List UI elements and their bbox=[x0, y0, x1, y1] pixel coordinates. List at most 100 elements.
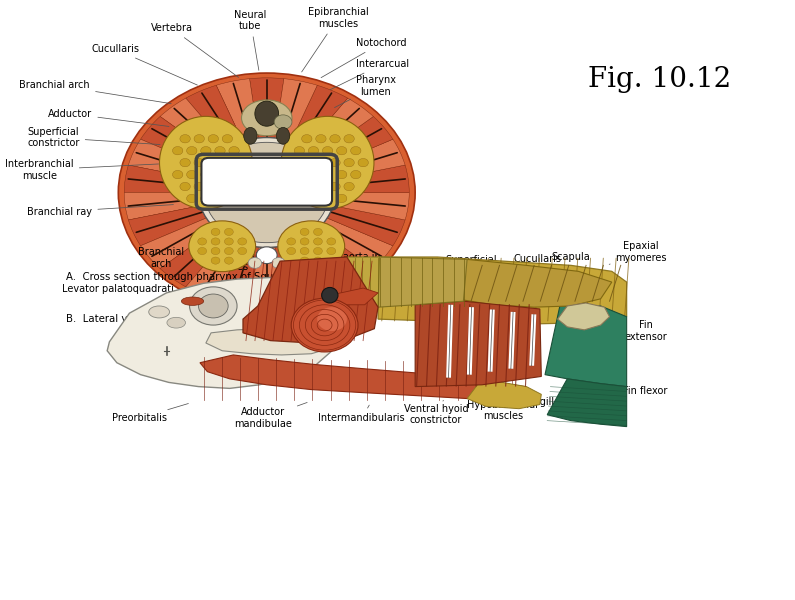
Circle shape bbox=[180, 134, 190, 143]
Text: Vertebra: Vertebra bbox=[150, 23, 238, 77]
Circle shape bbox=[215, 146, 225, 155]
Circle shape bbox=[224, 238, 234, 245]
Circle shape bbox=[317, 307, 347, 331]
Ellipse shape bbox=[322, 287, 338, 303]
Circle shape bbox=[358, 158, 368, 167]
Circle shape bbox=[351, 170, 361, 179]
Circle shape bbox=[238, 247, 246, 254]
Ellipse shape bbox=[181, 297, 204, 305]
Wedge shape bbox=[250, 78, 284, 138]
Circle shape bbox=[199, 137, 335, 247]
Text: Superficial
constrictor: Superficial constrictor bbox=[445, 254, 497, 276]
Circle shape bbox=[256, 247, 277, 263]
Circle shape bbox=[200, 146, 211, 155]
Circle shape bbox=[316, 134, 326, 143]
Circle shape bbox=[173, 170, 183, 179]
Wedge shape bbox=[216, 79, 258, 141]
Circle shape bbox=[187, 194, 197, 203]
Circle shape bbox=[336, 194, 347, 203]
Text: Fin
extensor: Fin extensor bbox=[615, 320, 667, 342]
Circle shape bbox=[330, 134, 340, 143]
Wedge shape bbox=[291, 238, 347, 300]
Circle shape bbox=[223, 182, 233, 191]
Wedge shape bbox=[186, 238, 242, 300]
Circle shape bbox=[301, 247, 309, 254]
Wedge shape bbox=[129, 139, 206, 179]
Text: Preorbitalis: Preorbitalis bbox=[111, 404, 188, 423]
Circle shape bbox=[194, 134, 204, 143]
Wedge shape bbox=[305, 229, 374, 287]
Circle shape bbox=[223, 134, 233, 143]
Circle shape bbox=[344, 134, 355, 143]
Circle shape bbox=[118, 73, 415, 312]
Circle shape bbox=[208, 134, 219, 143]
Wedge shape bbox=[275, 79, 317, 141]
Circle shape bbox=[323, 170, 333, 179]
Circle shape bbox=[313, 257, 323, 264]
Circle shape bbox=[327, 238, 335, 245]
Ellipse shape bbox=[160, 116, 252, 209]
Circle shape bbox=[301, 158, 312, 167]
Text: Fig. 10.12: Fig. 10.12 bbox=[588, 65, 731, 92]
Text: Ventral aorta in
pericardial cavity: Ventral aorta in pericardial cavity bbox=[281, 244, 385, 274]
Polygon shape bbox=[378, 257, 626, 324]
Text: Branchial ray: Branchial ray bbox=[27, 205, 173, 217]
Text: Cucullaris: Cucullaris bbox=[513, 254, 561, 270]
Text: Epibranchial
muscles: Epibranchial muscles bbox=[301, 7, 368, 72]
Text: Intermandibularis: Intermandibularis bbox=[319, 405, 405, 423]
Text: Superficial
constrictor: Superficial constrictor bbox=[27, 127, 160, 148]
Ellipse shape bbox=[277, 127, 289, 144]
Text: External gill slit: External gill slit bbox=[496, 391, 572, 407]
Circle shape bbox=[313, 229, 323, 235]
Circle shape bbox=[291, 298, 358, 352]
Circle shape bbox=[301, 182, 312, 191]
Circle shape bbox=[211, 257, 220, 264]
Circle shape bbox=[215, 194, 225, 203]
Ellipse shape bbox=[149, 306, 169, 318]
Ellipse shape bbox=[278, 221, 345, 272]
Text: Neural
tube: Neural tube bbox=[235, 10, 266, 70]
Polygon shape bbox=[243, 257, 378, 343]
Circle shape bbox=[301, 134, 312, 143]
Text: Interarcual: Interarcual bbox=[330, 59, 409, 90]
Wedge shape bbox=[124, 165, 200, 193]
Text: Ventral hyoid
constrictor: Ventral hyoid constrictor bbox=[404, 400, 468, 425]
Text: Adductor: Adductor bbox=[48, 109, 169, 127]
Polygon shape bbox=[545, 306, 626, 386]
Circle shape bbox=[211, 238, 220, 245]
Circle shape bbox=[194, 158, 204, 167]
Wedge shape bbox=[328, 139, 405, 179]
Circle shape bbox=[224, 229, 234, 235]
Wedge shape bbox=[216, 244, 258, 307]
Polygon shape bbox=[415, 301, 541, 386]
Text: Interbranchial
muscle: Interbranchial muscle bbox=[6, 159, 158, 181]
Circle shape bbox=[229, 146, 239, 155]
Circle shape bbox=[180, 158, 190, 167]
Wedge shape bbox=[318, 116, 393, 167]
Polygon shape bbox=[467, 379, 541, 409]
Polygon shape bbox=[378, 257, 467, 307]
Polygon shape bbox=[345, 257, 379, 307]
Text: A.  Cross section through pharynx of Squalus: A. Cross section through pharynx of Squa… bbox=[66, 272, 294, 283]
Circle shape bbox=[344, 182, 355, 191]
Polygon shape bbox=[206, 329, 330, 355]
Ellipse shape bbox=[189, 221, 256, 272]
Circle shape bbox=[187, 170, 197, 179]
Circle shape bbox=[272, 257, 285, 268]
Circle shape bbox=[224, 257, 234, 264]
Circle shape bbox=[308, 194, 319, 203]
Circle shape bbox=[189, 287, 237, 325]
Polygon shape bbox=[107, 277, 345, 388]
Text: Branchial arch: Branchial arch bbox=[20, 80, 171, 104]
Circle shape bbox=[224, 247, 234, 254]
Text: Spiracle: Spiracle bbox=[297, 307, 337, 322]
Circle shape bbox=[208, 158, 219, 167]
Circle shape bbox=[323, 146, 333, 155]
Wedge shape bbox=[333, 193, 409, 220]
Circle shape bbox=[336, 170, 347, 179]
Wedge shape bbox=[291, 85, 347, 147]
Circle shape bbox=[223, 158, 233, 167]
Circle shape bbox=[198, 247, 207, 254]
Circle shape bbox=[287, 238, 296, 245]
Text: Fin flexor: Fin flexor bbox=[609, 386, 667, 396]
